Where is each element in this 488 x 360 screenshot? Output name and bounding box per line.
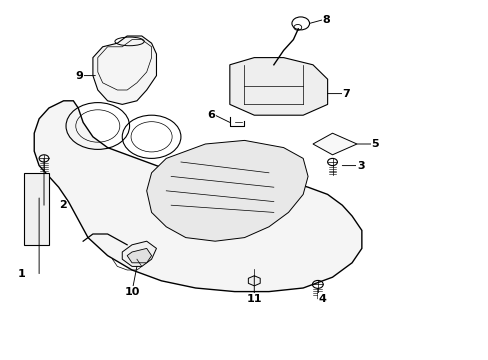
- PathPatch shape: [24, 173, 49, 245]
- PathPatch shape: [34, 101, 361, 292]
- PathPatch shape: [229, 58, 327, 115]
- Text: 8: 8: [322, 15, 330, 25]
- Text: 10: 10: [124, 287, 140, 297]
- Text: 5: 5: [371, 139, 379, 149]
- Text: 2: 2: [59, 200, 66, 210]
- Text: 3: 3: [356, 161, 364, 171]
- Text: 6: 6: [207, 110, 215, 120]
- PathPatch shape: [93, 36, 156, 104]
- Text: 11: 11: [246, 294, 262, 304]
- Text: 7: 7: [342, 89, 349, 99]
- Text: 9: 9: [75, 71, 83, 81]
- PathPatch shape: [122, 241, 156, 266]
- PathPatch shape: [312, 133, 356, 155]
- Text: 4: 4: [318, 294, 326, 304]
- PathPatch shape: [127, 248, 151, 263]
- Text: 1: 1: [18, 269, 26, 279]
- PathPatch shape: [146, 140, 307, 241]
